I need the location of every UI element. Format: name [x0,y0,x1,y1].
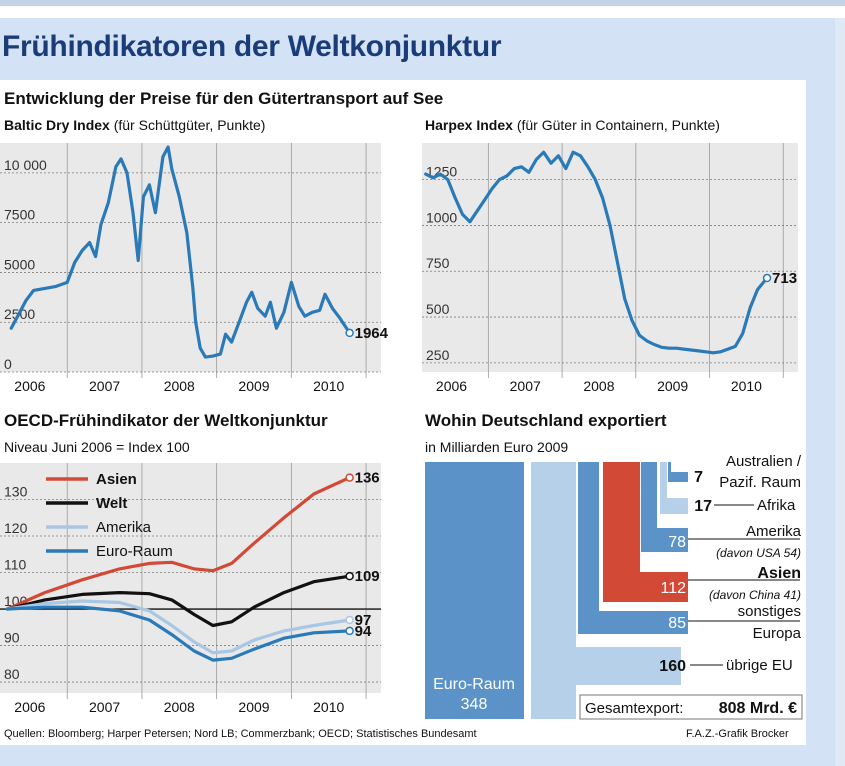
oecd-x-tick-label: 2010 [313,699,344,715]
harpex-y-tick-label: 750 [426,255,450,271]
euro-raum-value: 348 [461,696,488,713]
oecd-subtitle: Niveau Juni 2006 = Index 100 [4,439,190,455]
oecd-series-line-1 [5,574,352,628]
oecd-end-label-3: 94 [355,623,372,640]
oecd-end-marker-3 [345,626,354,636]
oecd-series-line-2 [5,599,352,655]
oecd-series-line-3 [5,605,352,662]
section-title: Entwicklung der Preise für den Gütertran… [4,89,444,108]
uebrige-eu-value: 160 [659,658,686,675]
harpex-x-tick-label: 2008 [583,378,614,394]
oecd-end-marker-0 [345,473,354,482]
oecd-title: OECD-Frühindikator der Weltkonjunktur [4,411,328,430]
oecd-end-label-0: 136 [355,470,380,487]
baltic-x-tick-label: 2006 [14,378,45,394]
page-title: Frühindikatoren der Weltkonjunktur [2,30,502,63]
total-box [579,694,803,720]
top-spacer [0,6,845,18]
sonstiges-europa-bar [578,462,599,634]
oecd-legend-label-1: Welt [96,495,127,512]
total-label: Gesamtexport: [585,700,683,717]
harpex-y-tick-label: 500 [426,301,450,317]
oecd-legend-label-2: Amerika [96,519,152,536]
baltic-x-tick-label: 2010 [313,378,344,394]
baltic-end-marker-0 [345,328,354,338]
sonstiges-europa-value: 85 [668,615,686,632]
harpex-x-tick-label: 2006 [436,378,467,394]
harpex-end-marker-0 [762,273,772,283]
australien-label-2: Pazif. Raum [719,474,801,491]
footer-sources: Quellen: Bloomberg; Harper Petersen; Nor… [4,728,477,740]
footer-credit: F.A.Z.-Grafik Brocker [686,728,789,740]
oecd-series-line-0 [5,476,352,611]
baltic-x-tick-label: 2007 [89,378,120,394]
oecd-end-marker-2 [345,615,354,625]
australien-label-1: Australien / [726,453,802,470]
baltic-title: Baltic Dry Index (für Schüttgüter, Punkt… [4,117,266,133]
baltic-end-label-0: 1964 [355,325,389,342]
afrika-value: 17 [694,498,712,515]
uebrige-eu-label: übrige EU [726,657,793,674]
euro-raum-label: Euro-Raum [433,676,515,693]
baltic-y-tick-label: 5000 [4,256,35,272]
oecd-x-tick-label: 2009 [238,699,269,715]
exports-title: Wohin Deutschland exportiert [425,411,667,430]
oecd-plot-area [0,463,381,693]
oecd-end-label-2: 97 [355,612,372,629]
oecd-y-tick-label: 80 [4,666,20,682]
total-value: 808 Mrd. € [719,700,797,717]
amerika-label: Amerika [746,523,802,540]
harpex-plot-area [422,143,798,372]
top-strip [0,0,845,6]
harpex-x-tick-label: 2009 [657,378,688,394]
asien-note: (davon China 41) [709,588,801,602]
asien-flow [603,572,688,602]
australien-flow [668,472,688,482]
asien-value: 112 [660,580,686,597]
baltic-series-line-0 [9,145,352,359]
oecd-x-tick-label: 2007 [89,699,120,715]
harpex-x-tick-label: 2007 [510,378,541,394]
oecd-end-marker-1 [345,571,354,581]
right-frame [806,18,835,758]
baltic-x-tick-label: 2009 [238,378,269,394]
exports-subtitle: in Milliarden Euro 2009 [425,439,569,455]
oecd-legend-label-0: Asien [96,471,137,488]
amerika-value: 78 [668,534,686,551]
uebrige-eu-flow [531,647,681,685]
oecd-x-tick-label: 2006 [14,699,45,715]
harpex-end-label-0: 713 [772,270,797,287]
australien-value: 7 [694,469,703,486]
sonstiges-europa-label-1: sonstiges [738,603,801,620]
baltic-y-tick-label: 7500 [4,207,35,223]
title-bar [0,18,835,80]
oecd-end-label-1: 109 [355,568,380,585]
bottom-frame [0,745,835,766]
harpex-x-tick-label: 2010 [731,378,762,394]
oecd-legend-label-3: Euro-Raum [96,543,173,560]
baltic-y-tick-label: 10 000 [4,157,47,173]
oecd-y-tick-label: 90 [4,630,20,646]
afrika-flow [660,498,688,514]
amerika-note: (davon USA 54) [716,546,801,560]
harpex-y-tick-label: 1000 [426,209,457,225]
sonstiges-europa-label-2: Europa [753,625,802,642]
harpex-title: Harpex Index (für Güter in Containern, P… [425,117,720,133]
euro-raum-bar [425,462,524,719]
baltic-x-tick-label: 2008 [164,378,195,394]
oecd-y-tick-label: 110 [4,557,27,573]
oecd-y-tick-label: 130 [4,484,28,500]
asien-label: Asien [757,565,801,582]
harpex-y-tick-label: 250 [426,347,450,363]
amerika-flow [641,528,688,552]
afrika-label: Afrika [757,497,796,514]
sonstiges-europa-flow [578,611,688,634]
oecd-y-tick-label: 120 [4,520,28,536]
oecd-x-tick-label: 2008 [164,699,195,715]
afrika-bar [660,462,667,514]
harpex-series-line-0 [424,150,769,355]
baltic-y-tick-label: 0 [4,356,12,372]
